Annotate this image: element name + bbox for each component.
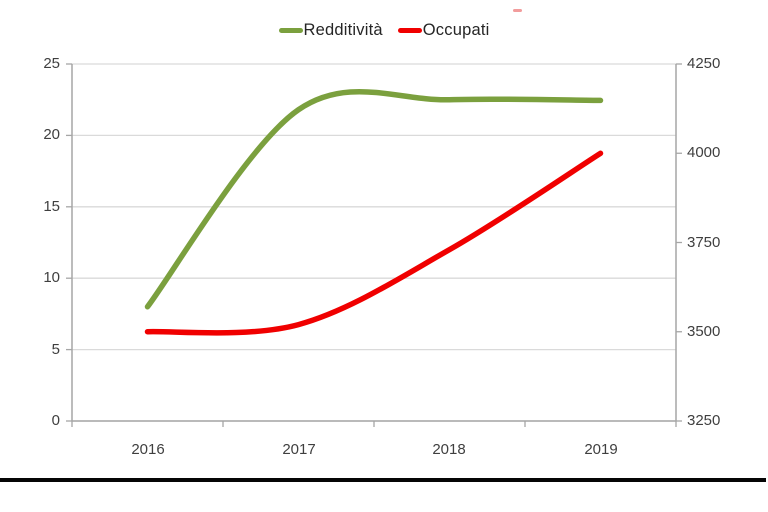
left-axis-tick: 10: [43, 269, 60, 286]
legend-label-occupati: Occupati: [422, 21, 490, 39]
occupati-line-swatch-icon: [397, 28, 422, 33]
x-axis-tick-2017: 2017: [282, 441, 316, 458]
legend-label-redditivita: Redditività: [303, 21, 383, 39]
bottom-divider: [0, 478, 766, 482]
legend-item-redditivita: Redditività: [278, 21, 383, 40]
stray-red-mark: [513, 9, 522, 12]
line-plot: [66, 63, 682, 427]
right-axis-tick: 3500: [687, 323, 721, 340]
x-axis-tick-2018: 2018: [432, 441, 466, 458]
right-axis-tick: 4250: [687, 55, 721, 72]
x-axis-tick-2019: 2019: [584, 441, 618, 458]
redditivit--line: [144, 88, 604, 310]
occupati-line: [144, 150, 604, 336]
right-axis-tick: 3250: [687, 412, 721, 429]
x-axis-tick-2016: 2016: [131, 441, 165, 458]
right-axis-tick: 4000: [687, 144, 721, 161]
chart-legend: Redditività Occupati: [0, 21, 768, 40]
left-axis-tick: 15: [43, 198, 60, 215]
legend-item-occupati: Occupati: [397, 21, 490, 40]
left-axis-tick: 5: [51, 341, 60, 358]
left-axis-tick: 20: [43, 126, 60, 143]
redditivita-line-swatch-icon: [278, 28, 303, 33]
left-axis-tick: 0: [51, 412, 60, 429]
left-axis-tick: 25: [43, 55, 60, 72]
right-axis-tick: 3750: [687, 234, 721, 251]
